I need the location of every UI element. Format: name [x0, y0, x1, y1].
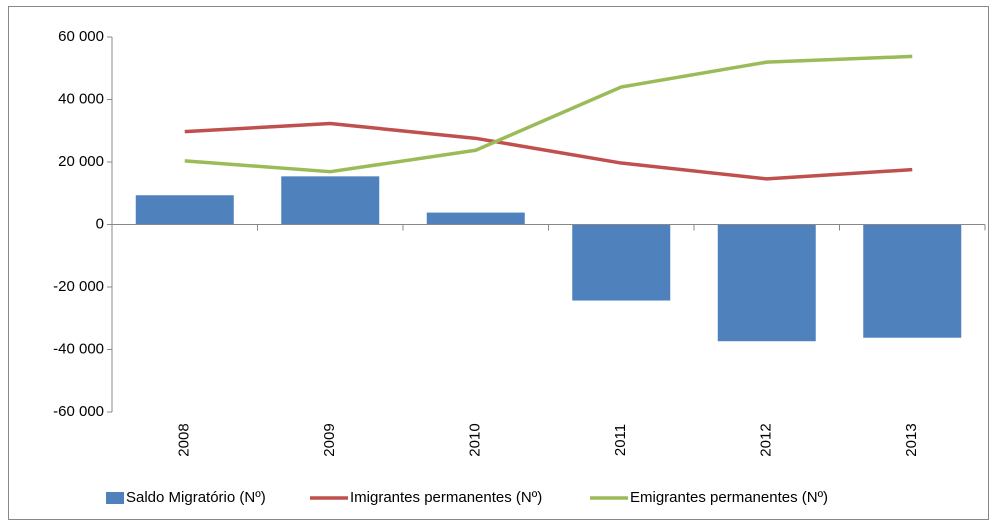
x-tick-label: 2011: [612, 424, 629, 456]
bar: [717, 224, 816, 342]
x-tick-label: 2010: [467, 423, 484, 456]
x-tick-label: 2009: [321, 423, 338, 456]
chart-border: [8, 6, 989, 520]
y-tick-label: 20 000: [58, 153, 104, 170]
y-tick-label: 60 000: [58, 28, 104, 45]
legend-swatch: [106, 492, 124, 504]
y-tick-label: -60 000: [53, 403, 104, 420]
y-tick-label: -40 000: [53, 340, 104, 357]
line: [184, 54, 913, 174]
y-tick-label: 0: [96, 215, 104, 232]
bar: [863, 224, 962, 338]
bar: [426, 212, 525, 225]
y-tick-label: 40 000: [58, 90, 104, 107]
x-tick-label: 2013: [903, 423, 920, 456]
legend-label: Saldo Migratório (Nº): [126, 489, 266, 506]
bar: [281, 176, 380, 225]
bar: [135, 195, 234, 225]
legend-label: Emigrantes permanentes (Nº): [630, 489, 828, 506]
x-tick-label: 2012: [758, 423, 775, 456]
x-tick-label: 2008: [176, 423, 193, 456]
bar: [572, 224, 671, 301]
line: [184, 121, 913, 181]
y-tick-label: -20 000: [53, 278, 104, 295]
legend-label: Imigrantes permanentes (Nº): [350, 489, 542, 506]
